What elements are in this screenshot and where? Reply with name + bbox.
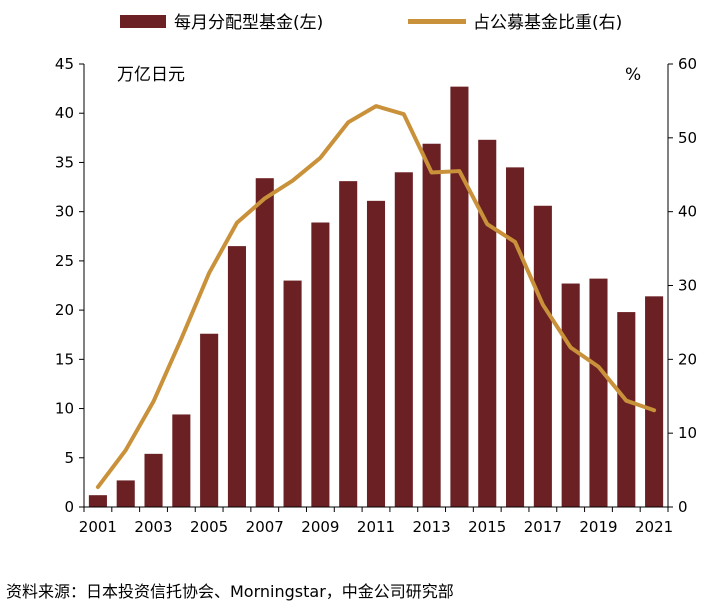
y-right-tick-label: 20 — [678, 350, 697, 368]
y-left-tick-label: 40 — [55, 104, 74, 122]
y-right-tick-label: 50 — [678, 129, 697, 147]
x-tick-label: 2019 — [579, 518, 617, 536]
bar-2006 — [227, 246, 246, 507]
bar-2009 — [311, 222, 330, 507]
y-left-tick-label: 35 — [55, 153, 74, 171]
y-right-tick-label: 40 — [678, 203, 697, 221]
y-left-tick-label: 15 — [55, 350, 74, 368]
y-left-tick-label: 10 — [55, 400, 74, 418]
x-tick-label: 2007 — [246, 518, 284, 536]
x-tick-label: 2017 — [524, 518, 562, 536]
bar-2021 — [645, 296, 664, 507]
x-tick-label: 2009 — [301, 518, 339, 536]
bar-2013 — [422, 143, 441, 508]
bar-2004 — [172, 414, 191, 507]
y-left-tick-label: 30 — [55, 203, 74, 221]
x-tick-label: 2021 — [635, 518, 673, 536]
bar-2008 — [283, 280, 302, 507]
bar-2014 — [450, 86, 469, 507]
bar-2010 — [339, 181, 358, 507]
y-right-tick-label: 0 — [678, 498, 688, 516]
x-tick-label: 2013 — [413, 518, 451, 536]
plot-area: 0 5 10 15 20 25 30 35 40 45 0 10 20 30 40 50 60 2001 2003 2… — [55, 55, 697, 536]
x-tick-label: 2015 — [468, 518, 506, 536]
legend-label-line: 占公募基金比重(右) — [473, 13, 622, 33]
x-tick-label: 2011 — [357, 518, 395, 536]
y-right-tick-label: 10 — [678, 424, 697, 442]
legend-label-bars: 每月分配型基金(左) — [174, 13, 323, 33]
bar-2012 — [394, 172, 413, 508]
bar-2005 — [200, 333, 219, 507]
bar-2007 — [255, 178, 274, 507]
bar-2001 — [88, 495, 107, 507]
line-series-share — [95, 104, 657, 490]
y-right-tick-label: 60 — [678, 55, 697, 73]
bar-2003 — [144, 453, 163, 507]
x-tick-label: 2001 — [79, 518, 117, 536]
bar-2017 — [533, 205, 552, 507]
legend: 每月分配型基金(左) 占公募基金比重(右) — [120, 13, 622, 33]
bar-2011 — [366, 200, 386, 507]
y-left-tick-label: 5 — [64, 449, 74, 467]
bar-2019 — [589, 278, 608, 507]
y-left-tick-label: 0 — [64, 498, 74, 516]
y-left-tick-label: 45 — [55, 55, 74, 73]
bar-2002 — [116, 480, 135, 507]
bar-2015 — [478, 139, 497, 508]
bar-2016 — [506, 167, 525, 507]
y-left-tick-label: 20 — [55, 301, 74, 319]
bar-2020 — [617, 312, 636, 507]
x-tick-label: 2003 — [134, 518, 172, 536]
y-right-unit-label: % — [625, 65, 641, 85]
x-tick-label: 2005 — [190, 518, 228, 536]
y-left-tick-label: 25 — [55, 252, 74, 270]
combo-chart: 每月分配型基金(左) 占公募基金比重(右) 万亿日元 % 0 5 10 15 20 25 3… — [55, 13, 697, 536]
y-left-unit-label: 万亿日元 — [117, 65, 185, 85]
y-right-tick-label: 30 — [678, 277, 697, 295]
bar-2018 — [561, 283, 580, 507]
legend-swatch-bars — [120, 15, 166, 28]
source-note: 资料来源：日本投资信托协会、Morningstar，中金公司研究部 — [6, 582, 454, 601]
